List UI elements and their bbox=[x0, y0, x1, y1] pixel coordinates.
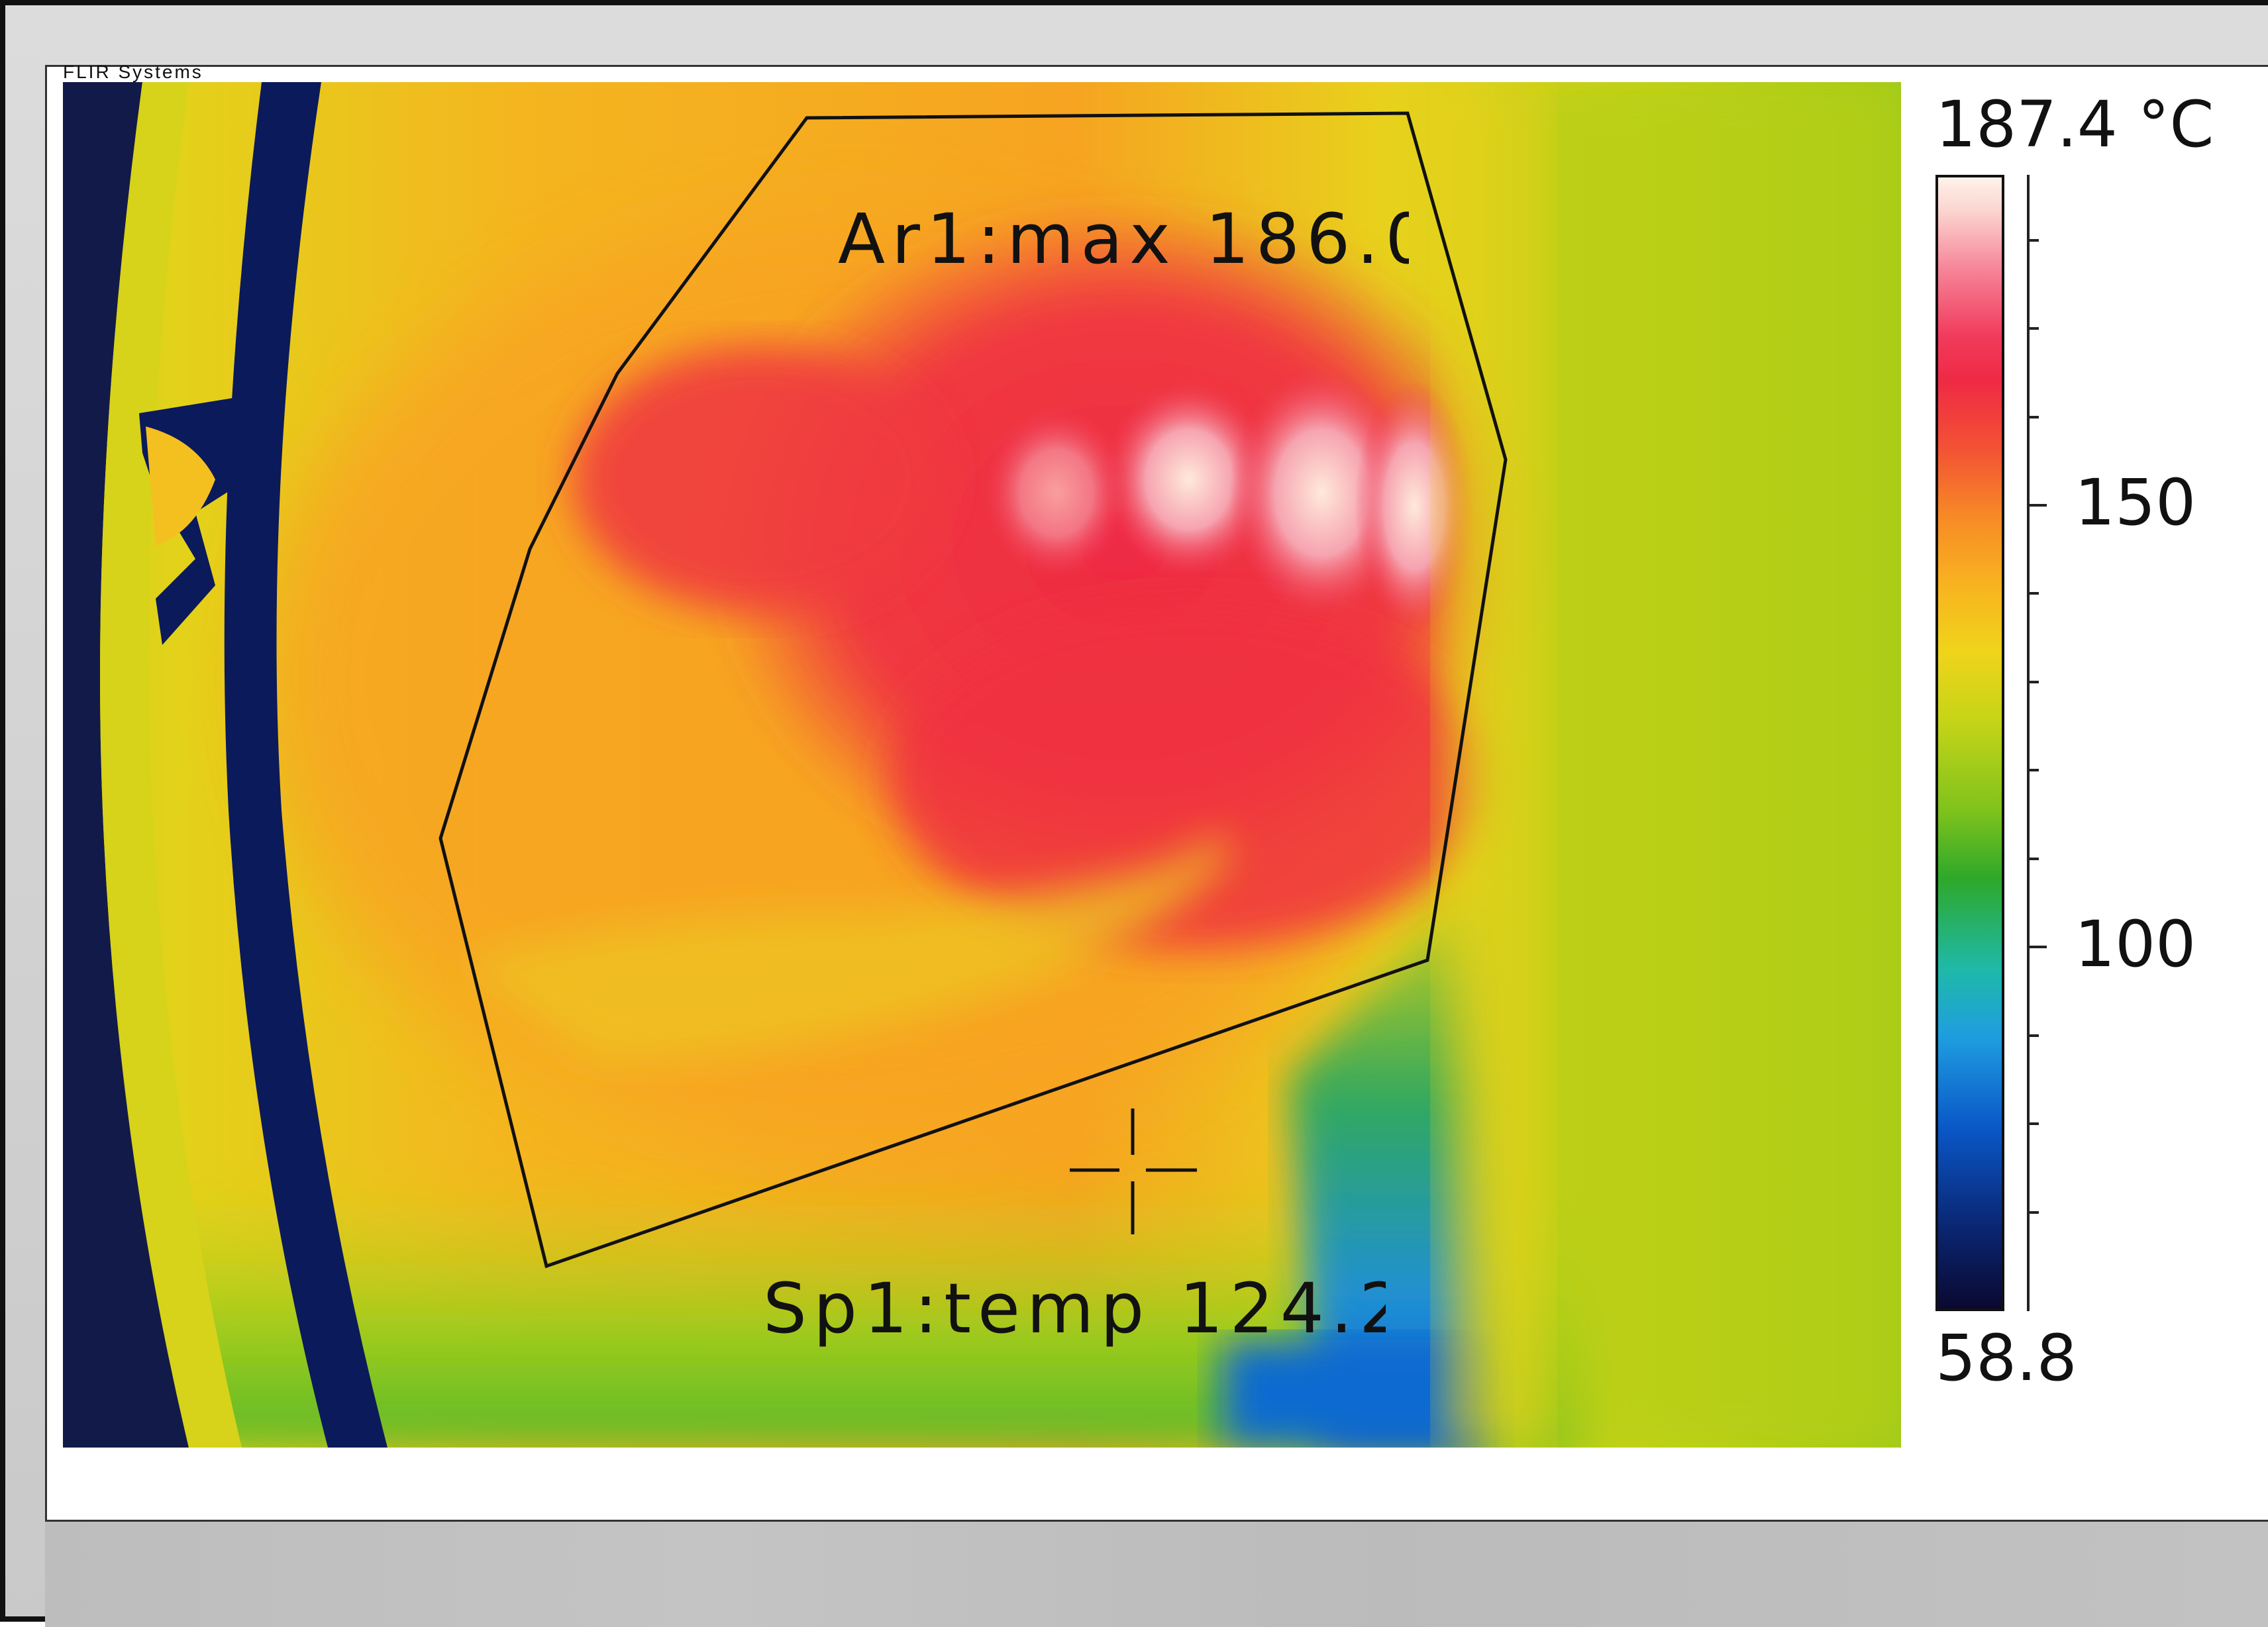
scale-minor-tick bbox=[2027, 238, 2039, 242]
bottom-toolbar bbox=[45, 1522, 2268, 1627]
scale-minor-tick bbox=[2027, 680, 2039, 683]
area-roi-polygon bbox=[438, 111, 1508, 1269]
scale-minor-tick bbox=[2027, 327, 2039, 330]
scale-minor-tick bbox=[2027, 1122, 2039, 1126]
scale-max-label: 187.4 °C bbox=[1935, 87, 2214, 162]
spot-measurement-label: Sp1:temp 124.2 bbox=[763, 1268, 1386, 1349]
scale-min-label: 58.8 bbox=[1935, 1321, 2077, 1395]
scale-tick-label: 150 bbox=[2075, 466, 2196, 540]
scale-minor-tick bbox=[2027, 769, 2039, 772]
area-measurement-label: Ar1:max 186.0 bbox=[838, 199, 1409, 279]
scale-major-tick bbox=[2027, 946, 2047, 949]
scale-tick-label: 100 bbox=[2075, 907, 2196, 982]
scale-axis bbox=[2027, 175, 2030, 1311]
vendor-label: FLIR Systems bbox=[63, 62, 203, 82]
scale-minor-tick bbox=[2027, 1210, 2039, 1214]
scale-minor-tick bbox=[2027, 415, 2039, 419]
scale-minor-tick bbox=[2027, 857, 2039, 860]
scale-minor-tick bbox=[2027, 592, 2039, 595]
thermal-image[interactable] bbox=[63, 82, 1901, 1448]
color-scale-bar bbox=[1935, 175, 2004, 1311]
scale-major-tick bbox=[2027, 504, 2047, 507]
spot-crosshair bbox=[1070, 1109, 1197, 1234]
scale-minor-tick bbox=[2027, 1034, 2039, 1037]
